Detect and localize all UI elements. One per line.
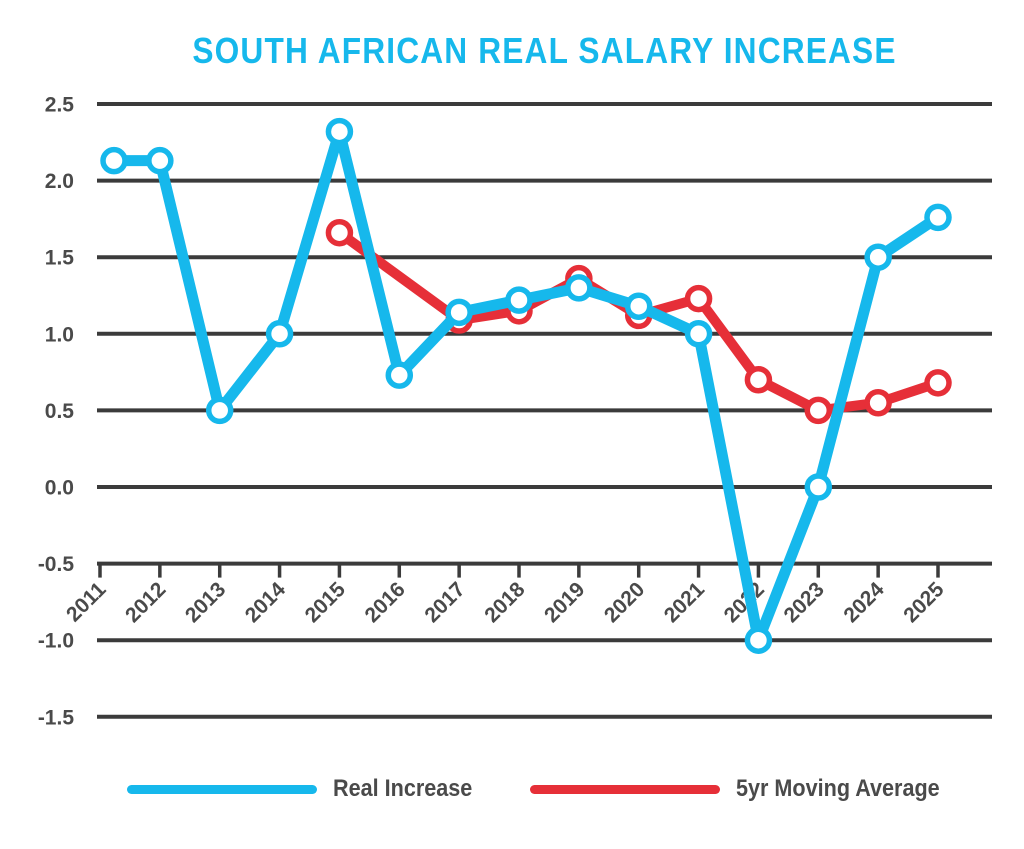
y-axis-label: 2.0	[45, 170, 74, 193]
data-point-real-increase-2016	[385, 361, 414, 389]
data-point-5yr-moving-average-2024	[864, 388, 892, 417]
y-axis-label: 1.5	[45, 247, 75, 270]
data-point-real-increase-2024	[864, 243, 892, 271]
x-axis-label-2015: 2015	[301, 578, 351, 628]
data-point-real-increase-2020	[624, 292, 653, 320]
y-axis-label: 1.0	[45, 323, 74, 346]
legend-label-5yr-moving-average: 5yr Moving Average	[735, 775, 940, 802]
y-axis-label: 0.0	[45, 477, 74, 500]
legend-swatch-5yr-moving-average	[529, 784, 720, 794]
x-axis-label-2025: 2025	[899, 578, 949, 628]
y-axis-label: 0.5	[45, 400, 75, 423]
data-point-real-increase-2019	[565, 274, 593, 302]
chart-legend: Real Increase 5yr Moving Average	[65, 775, 1024, 803]
legend-item-real-increase: Real Increase	[126, 775, 488, 803]
data-point-real-increase-2012	[146, 146, 174, 175]
data-point-5yr-moving-average-2022	[744, 366, 773, 394]
x-axis-label-2024: 2024	[839, 578, 889, 628]
data-point-5yr-moving-average-2025	[924, 369, 952, 397]
x-axis-label-2018: 2018	[480, 578, 530, 628]
legend-item-5yr-moving-average: 5yr Moving Average	[529, 775, 962, 803]
legend-swatch-real-increase	[126, 784, 317, 794]
data-point-real-increase-2017	[445, 298, 473, 327]
data-point-real-increase-2021	[684, 320, 713, 348]
series-line-5yr-moving-average	[334, 227, 943, 416]
data-point-real-increase-2023	[804, 473, 833, 501]
legend-label-real-increase: Real Increase	[332, 775, 473, 802]
data-point-5yr-moving-average-2023	[804, 396, 833, 425]
x-axis-label-2021: 2021	[660, 578, 710, 628]
x-axis-label-2013: 2013	[181, 578, 230, 627]
data-point-real-increase-2022	[744, 626, 773, 654]
x-axis-label-2019: 2019	[540, 578, 589, 627]
data-point-real-increase-2011	[100, 146, 128, 175]
y-axis-label: -0.5	[38, 553, 75, 576]
data-point-real-increase-2015	[325, 117, 354, 146]
y-axis-label: 2.5	[45, 94, 75, 117]
data-point-real-increase-2013	[205, 396, 234, 425]
x-axis-label-2014: 2014	[241, 578, 291, 628]
x-axis-label-2020: 2020	[600, 578, 649, 627]
x-axis-label-2017: 2017	[420, 578, 469, 627]
y-axis-label: -1.0	[38, 630, 74, 653]
data-point-real-increase-2025	[924, 203, 952, 232]
data-point-5yr-moving-average-2015	[325, 218, 354, 247]
x-axis-label-2012: 2012	[121, 578, 170, 627]
data-point-5yr-moving-average-2021	[684, 284, 713, 313]
x-axis-label-2023: 2023	[780, 578, 829, 627]
x-axis-label-2016: 2016	[361, 578, 410, 627]
x-axis-label-2011: 2011	[62, 578, 111, 627]
data-point-real-increase-2014	[265, 320, 294, 348]
data-point-real-increase-2018	[505, 286, 533, 314]
chart-title: SOUTH AFRICAN REAL SALARY INCREASE	[192, 30, 897, 71]
y-axis-label: -1.5	[38, 706, 75, 729]
